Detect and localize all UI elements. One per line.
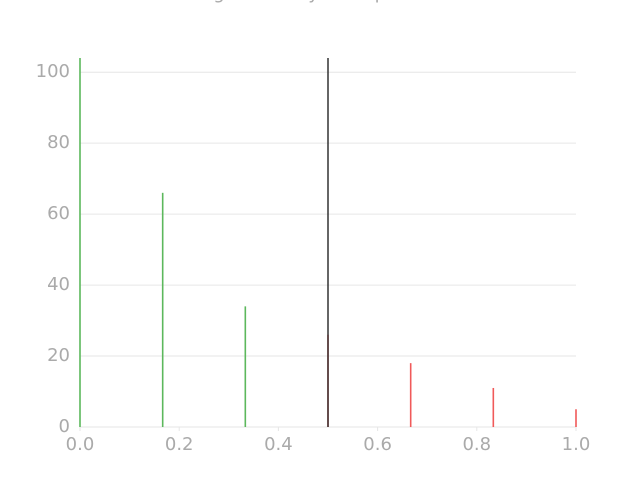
bar [492,387,495,427]
bar [244,306,247,427]
y-tick-label: 40 [47,274,70,295]
y-tick-label: 80 [47,132,70,153]
x-tick-label: 0.4 [264,434,293,455]
bar [575,409,577,427]
x-tick-label: 1.0 [562,434,591,455]
x-tick-label: 0.6 [363,434,392,455]
x-tick-label: 0.0 [66,434,95,455]
chart-title: margin distr. by example for H=2 [178,0,479,4]
bar [161,192,164,427]
bar [79,58,81,427]
x-tick-label: 0.2 [165,434,194,455]
bar [409,363,412,427]
y-tick-label: 100 [36,61,70,82]
y-tick-label: 20 [47,345,70,366]
x-tick-label: 0.8 [462,434,491,455]
y-tick-label: 0 [59,416,70,437]
y-tick-label: 60 [47,203,70,224]
